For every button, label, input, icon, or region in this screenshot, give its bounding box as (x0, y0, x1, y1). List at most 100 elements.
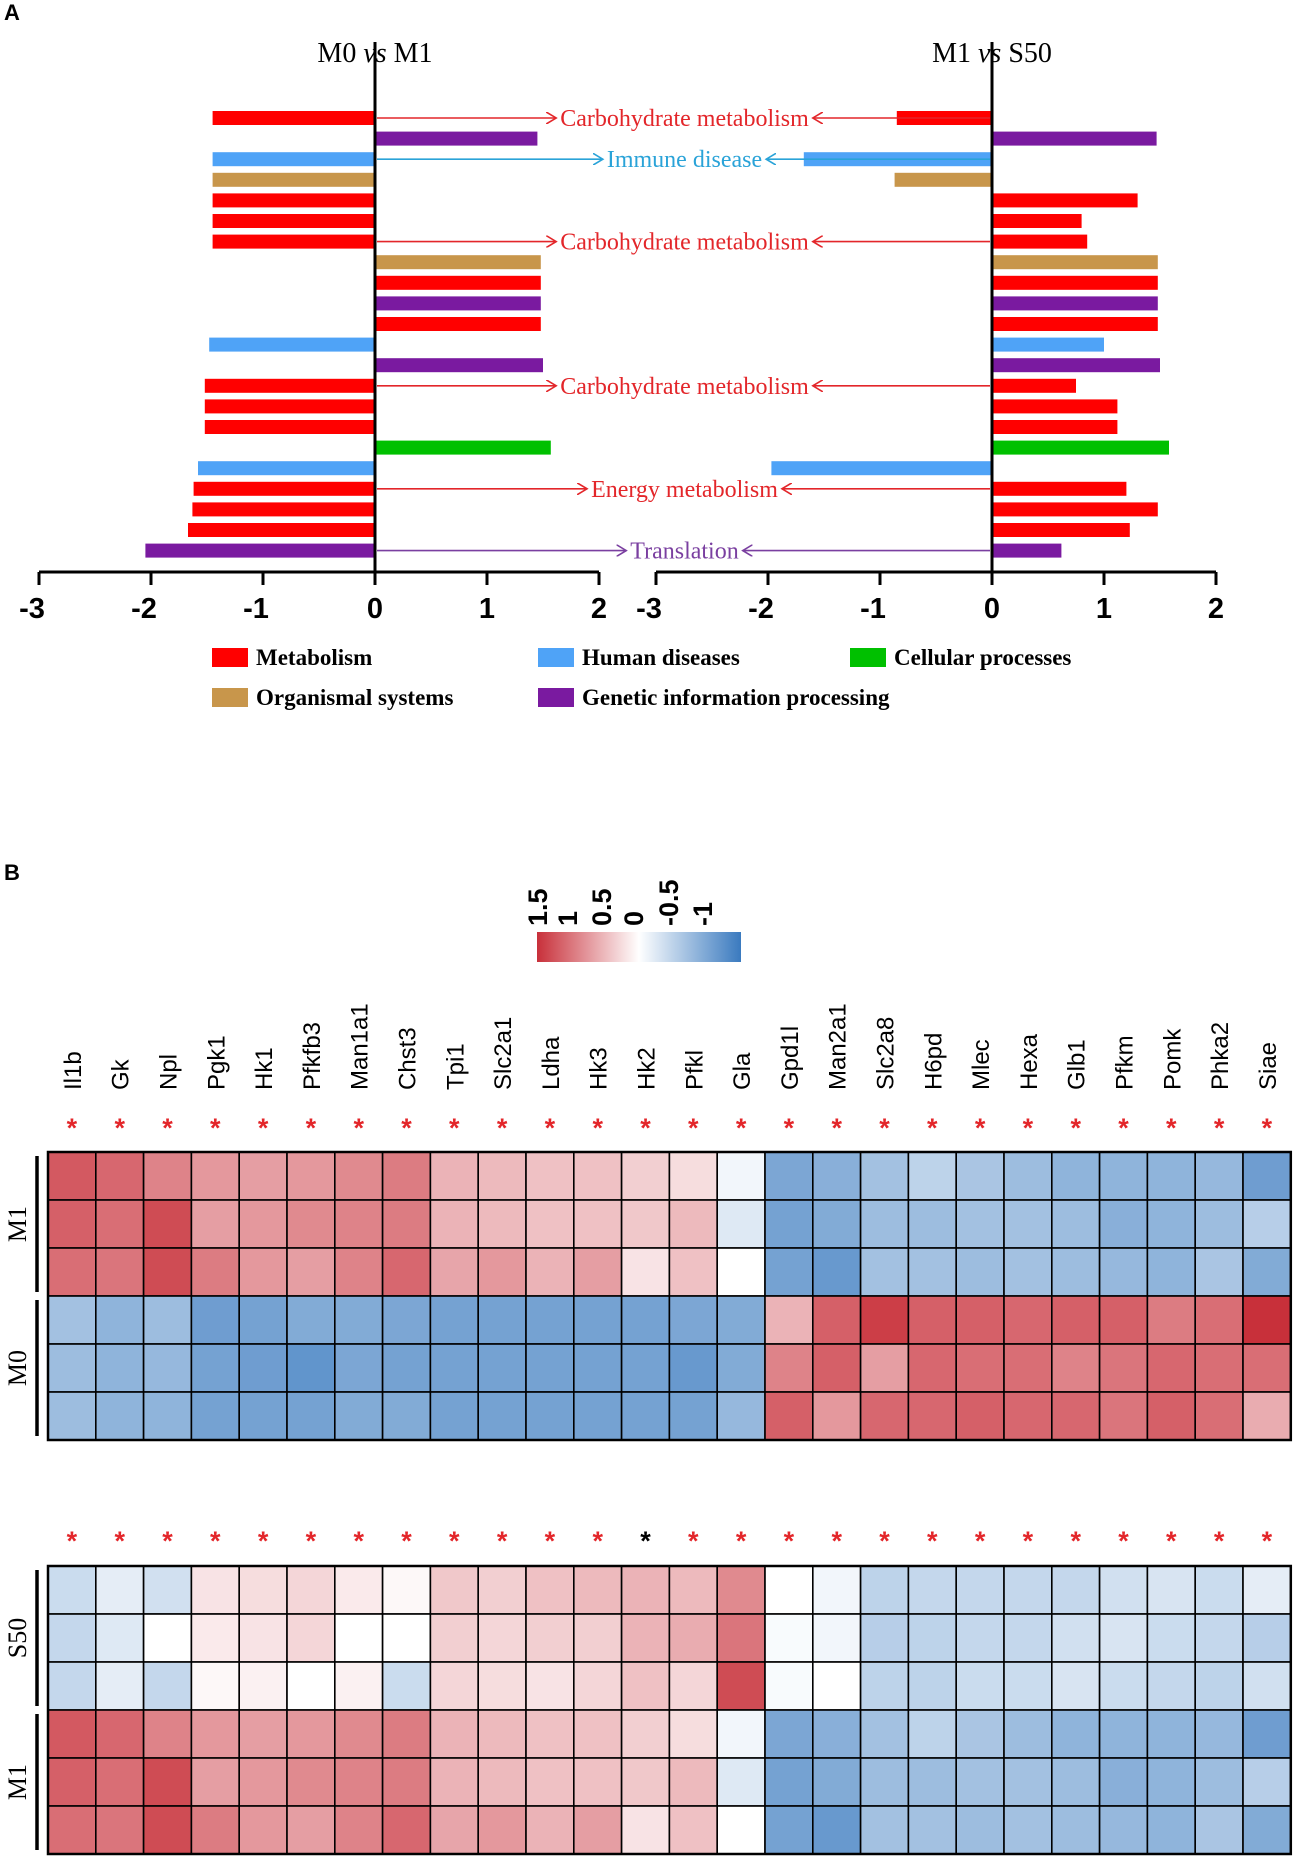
significance-star: * (449, 1113, 460, 1143)
heatmap-cell (47, 1199, 97, 1249)
heatmap-cell (1242, 1805, 1292, 1855)
bar-2-18 (771, 461, 992, 476)
heatmap-cell (142, 1661, 193, 1711)
heatmap-cell (429, 1247, 479, 1297)
heatmap-cell (95, 1757, 145, 1807)
heatmap-cell (95, 1199, 145, 1249)
heatmap-cell (572, 1343, 623, 1393)
heatmap-cell (1098, 1709, 1149, 1759)
gene-label: Pfkm (1112, 1035, 1139, 1090)
significance-star: * (497, 1526, 508, 1556)
heatmap-cell (859, 1151, 910, 1201)
gene-labels: Il1b Gk Npl Pgk1 Hk1 Pfkfb3 Man1a1 Chst3 Tpi1 Slc… (60, 1003, 1282, 1090)
heatmap-cell (381, 1805, 432, 1855)
heatmap-cell (1098, 1757, 1149, 1807)
pathway-annotation: Translation (377, 539, 990, 565)
heatmap-cell (381, 1613, 432, 1663)
color-scale-tick: 1 (553, 911, 583, 926)
heatmap-cell (95, 1805, 145, 1855)
bar-1-1 (212, 111, 375, 125)
heatmap-cell (429, 1295, 479, 1345)
heatmap-cell (572, 1391, 623, 1441)
heatmap-cell (525, 1343, 575, 1393)
heatmap-cell (1098, 1805, 1149, 1855)
heatmap-cell (47, 1709, 97, 1759)
group-label: M1 (3, 1764, 32, 1800)
heatmap-cell (1146, 1805, 1197, 1855)
bar-1-2 (375, 131, 538, 146)
heatmap-cell (1146, 1709, 1197, 1759)
heatmap-cell (716, 1709, 766, 1759)
heatmap-cell (1146, 1613, 1197, 1663)
bar-2-20 (992, 502, 1158, 517)
heatmap-cell (764, 1343, 814, 1393)
heatmap-cell (1146, 1565, 1197, 1615)
significance-star: * (162, 1526, 173, 1556)
heatmap-cell (47, 1613, 97, 1663)
heatmap-cell (907, 1613, 958, 1663)
heatmap-cell (95, 1565, 145, 1615)
heatmap-cell (286, 1247, 336, 1297)
heatmap-cell (668, 1805, 719, 1855)
bar-2-7 (992, 234, 1088, 249)
significance-star: * (927, 1526, 938, 1556)
gene-label: Hexa (1016, 1033, 1043, 1090)
heatmap-cell (1003, 1151, 1053, 1201)
heatmap-cell (142, 1709, 193, 1759)
panel-a-label: A (4, 0, 20, 25)
heatmap-cell (955, 1151, 1005, 1201)
significance-star: * (67, 1113, 78, 1143)
heatmap-cell (1242, 1295, 1292, 1345)
heatmap-cell (859, 1613, 910, 1663)
heatmap-cell (429, 1709, 479, 1759)
heatmap-cell (525, 1391, 575, 1441)
pathway-annotation: Energy metabolism (377, 477, 990, 503)
legend-label: Genetic information processing (582, 685, 890, 710)
heatmap-cell (1146, 1757, 1197, 1807)
heatmap-cell (716, 1661, 766, 1711)
bar-2-22 (992, 543, 1062, 558)
bar-1-7 (212, 234, 375, 249)
heatmap-cell (1051, 1661, 1101, 1711)
heatmap-cell (1003, 1613, 1053, 1663)
annotation-label: Immune disease (607, 147, 762, 173)
heatmap-cell (716, 1151, 766, 1201)
heatmap-cell (764, 1199, 814, 1249)
significance-star: * (1070, 1113, 1081, 1143)
x-tick-label: -3 (19, 593, 45, 625)
significance-star: * (1262, 1526, 1273, 1556)
heatmap-cell (907, 1295, 958, 1345)
heatmap-cell (477, 1565, 527, 1615)
significance-star: * (736, 1526, 747, 1556)
heatmap-cell (572, 1151, 623, 1201)
heatmap-cell (1098, 1199, 1149, 1249)
bar-2-8 (992, 255, 1158, 270)
heatmap-cell (668, 1757, 719, 1807)
chart-title-2: M1 vs S50 (932, 38, 1052, 69)
significance-star: * (1166, 1526, 1177, 1556)
heatmap-cell (907, 1709, 958, 1759)
heatmap-cell (1146, 1295, 1197, 1345)
heatmap-cell (572, 1757, 623, 1807)
heatmap-cell (572, 1661, 623, 1711)
bar-2-2 (992, 131, 1157, 146)
heatmap-cell (190, 1343, 240, 1393)
heatmap-cell (142, 1757, 193, 1807)
gene-label: Pfkfb3 (299, 1022, 326, 1090)
heatmap-cell (190, 1199, 240, 1249)
color-scale-tick: 0 (619, 911, 649, 926)
heatmap-cell (1098, 1613, 1149, 1663)
significance-star: * (67, 1526, 78, 1556)
gene-label: Chst3 (395, 1027, 422, 1090)
significance-star: * (306, 1526, 317, 1556)
bar-1-18 (198, 461, 375, 476)
heatmap-cell (764, 1565, 814, 1615)
heatmap-cell (286, 1613, 336, 1663)
bar-1-11 (375, 317, 541, 331)
heatmap-cell (429, 1391, 479, 1441)
x-tick-label: -1 (243, 593, 269, 625)
significance-star: * (210, 1526, 221, 1556)
x-tick-label: -3 (636, 593, 662, 625)
significance-star: * (736, 1113, 747, 1143)
heatmap-cell (1242, 1151, 1292, 1201)
